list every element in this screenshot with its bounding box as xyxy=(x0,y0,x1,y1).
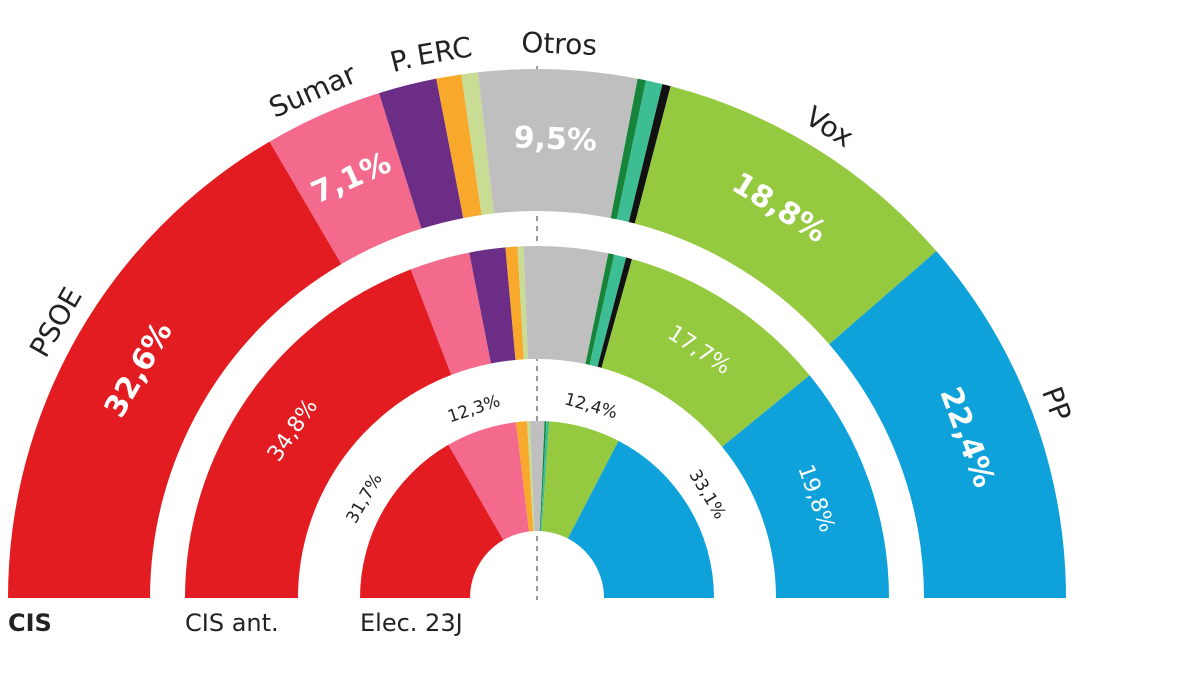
segment xyxy=(541,421,619,539)
segment xyxy=(448,422,530,541)
segment xyxy=(634,86,937,345)
segment xyxy=(597,257,633,368)
segment xyxy=(523,246,609,364)
segment xyxy=(517,246,528,360)
segment xyxy=(360,444,504,598)
segment xyxy=(628,84,671,224)
ring-label: Elec. 23J xyxy=(360,609,463,637)
segment xyxy=(461,72,494,215)
category-label: Otros xyxy=(521,26,598,62)
segment xyxy=(478,68,638,219)
segment xyxy=(585,253,615,365)
segment xyxy=(379,78,464,229)
value-label: 12,4% xyxy=(562,389,619,423)
segment xyxy=(539,421,547,532)
segment xyxy=(589,254,627,367)
ring-label: CIS ant. xyxy=(185,609,279,637)
segment xyxy=(722,375,889,598)
segment xyxy=(527,421,535,532)
ring-label: CIS xyxy=(8,609,52,637)
segment xyxy=(8,141,342,599)
segment xyxy=(269,93,422,265)
segment xyxy=(540,421,550,532)
category-label: P. xyxy=(387,42,416,79)
segment xyxy=(829,251,1066,599)
segment xyxy=(529,421,545,532)
segment xyxy=(610,78,646,220)
segment xyxy=(410,252,491,375)
segment xyxy=(505,246,524,360)
segment xyxy=(469,247,516,364)
segment xyxy=(601,259,810,447)
segment xyxy=(616,80,663,223)
segment xyxy=(436,74,482,219)
segment xyxy=(516,421,534,532)
value-label: 9,5% xyxy=(513,120,598,158)
value-label: 12,3% xyxy=(445,391,503,427)
category-label: ERC xyxy=(414,30,474,72)
segment xyxy=(567,440,714,598)
segment xyxy=(185,269,452,598)
category-label: PP xyxy=(1035,382,1078,425)
